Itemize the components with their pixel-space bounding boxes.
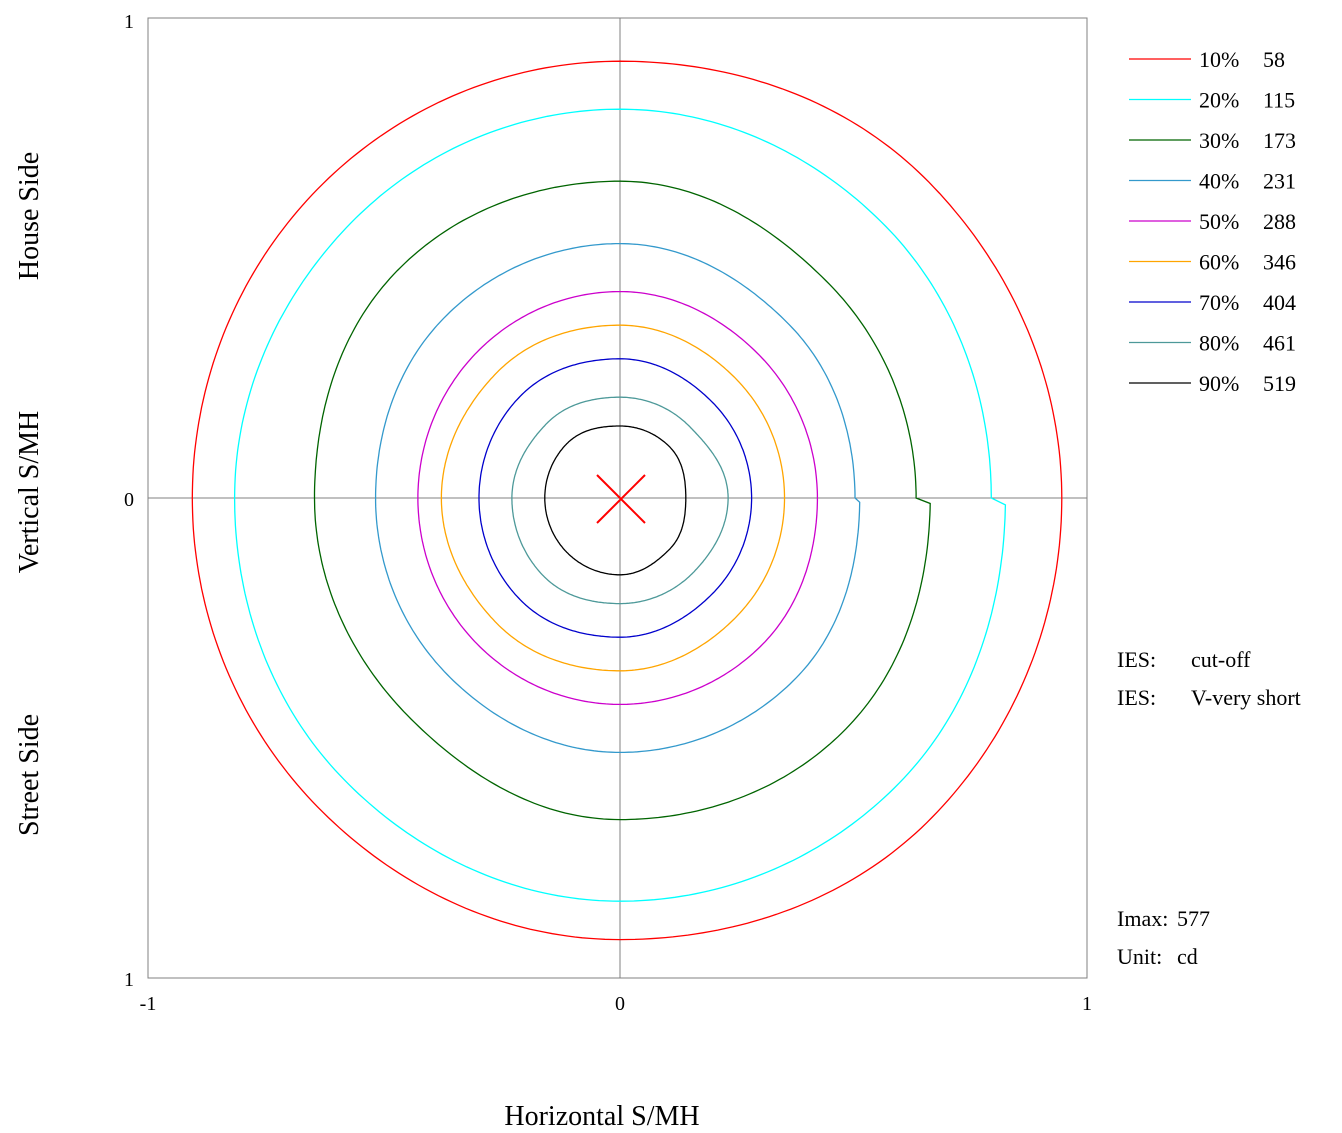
legend-value-80: 461: [1263, 331, 1296, 356]
y-tick-middle: 0: [124, 489, 134, 511]
legend-value-90: 519: [1263, 371, 1296, 396]
y-axis-label-house-side: House Side: [14, 152, 45, 280]
legend-value-40: 231: [1263, 169, 1296, 194]
legend-percent-90: 90%: [1199, 371, 1239, 396]
unit-label: Unit:: [1117, 944, 1162, 969]
legend-percent-30: 30%: [1199, 128, 1239, 153]
contour-60-percent: [440, 324, 786, 672]
legend-value-50: 288: [1263, 209, 1296, 234]
legend-value-10: 58: [1263, 47, 1285, 72]
x-tick-left: -1: [140, 993, 157, 1015]
y-tick-bottom: 1: [124, 969, 134, 991]
legend-percent-80: 80%: [1199, 331, 1239, 356]
y-axis-label-street-side: Street Side: [14, 714, 45, 836]
x-tick-right: 1: [1082, 993, 1092, 1015]
x-tick-middle: 0: [615, 993, 625, 1015]
contour-30-percent: [313, 180, 931, 821]
contour-10-percent: [191, 60, 1063, 941]
y-tick-top: 1: [124, 11, 134, 33]
ies-label-2: IES:: [1117, 685, 1156, 710]
legend-percent-60: 60%: [1199, 250, 1239, 275]
legend-percent-70: 70%: [1199, 290, 1239, 315]
legend-value-20: 115: [1263, 88, 1295, 113]
legend-percent-10: 10%: [1199, 47, 1239, 72]
y-axis-label-vertical: Vertical S/MH: [14, 411, 45, 574]
unit-value: cd: [1177, 944, 1198, 969]
x-axis-label: Horizontal S/MH: [504, 1101, 699, 1132]
legend-value-30: 173: [1263, 128, 1296, 153]
imax-label: Imax:: [1117, 906, 1168, 931]
ies-value-2: V-very short: [1191, 685, 1301, 710]
contour-50-percent: [417, 290, 819, 706]
contour-70-percent: [478, 358, 753, 638]
legend-percent-50: 50%: [1199, 209, 1239, 234]
ies-value-1: cut-off: [1191, 647, 1251, 672]
contour-80-percent: [511, 396, 729, 605]
contour-90-percent: [544, 425, 687, 576]
contour-lines: [191, 60, 1063, 941]
legend-percent-40: 40%: [1199, 169, 1239, 194]
max-marker: [596, 474, 646, 524]
contour-40-percent: [374, 242, 861, 754]
imax-value: 577: [1177, 906, 1210, 931]
legend: 10% 58 20% 115 30% 173 40% 231 50% 288 60% 346 70% 40…: [1129, 47, 1296, 396]
contour-20-percent: [233, 108, 1007, 902]
legend-percent-20: 20%: [1199, 88, 1239, 113]
ies-label-1: IES:: [1117, 647, 1156, 672]
legend-value-70: 404: [1263, 290, 1296, 315]
legend-value-60: 346: [1263, 250, 1296, 275]
